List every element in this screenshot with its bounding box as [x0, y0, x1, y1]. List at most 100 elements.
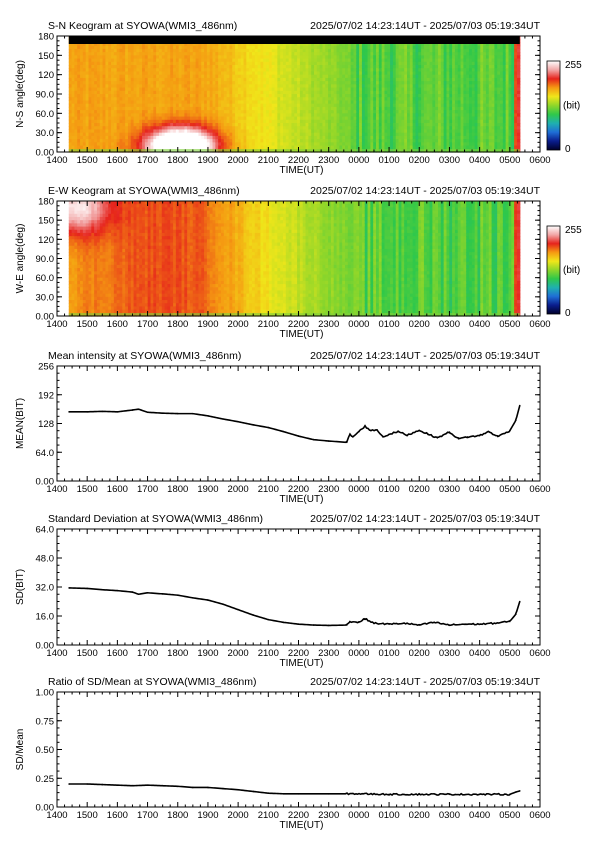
- data-point: [433, 621, 436, 624]
- y-tick-label: 150: [38, 51, 54, 62]
- x-tick-label: 0100: [378, 319, 399, 330]
- y-tick-label: 64.0: [36, 525, 55, 536]
- x-tick-label: 1400: [46, 648, 67, 659]
- y-tick-label: 30.0: [36, 128, 55, 139]
- x-tick-label: 1500: [77, 155, 98, 166]
- y-tick-label: 0.00: [36, 477, 55, 488]
- data-point: [478, 434, 481, 437]
- series-line: [69, 405, 521, 444]
- x-tick-label: 2200: [288, 155, 309, 166]
- x-tick-label: 2200: [288, 648, 309, 659]
- y-tick-label: 90.0: [36, 90, 55, 101]
- data-point: [131, 409, 134, 411]
- y-tick-label: 90.0: [36, 254, 55, 265]
- data-point: [68, 783, 70, 785]
- colorbar: 255 (bit) 0: [546, 225, 582, 319]
- x-tick-label: 1700: [137, 155, 158, 166]
- x-tick-label: 0500: [499, 319, 520, 330]
- y-axis-label: W-E angle(deg): [15, 224, 26, 294]
- data-point: [463, 623, 466, 625]
- x-tick-label: 2100: [258, 155, 279, 166]
- data-point: [267, 618, 270, 621]
- x-tick-label: 2100: [258, 648, 279, 659]
- x-tick-label: 0500: [499, 810, 520, 821]
- x-tick-label: 0600: [529, 155, 550, 166]
- data-point: [418, 624, 421, 626]
- y-tick-label: 120: [38, 70, 54, 81]
- panel-title: S-N Keogram at SYOWA(WMI3_486nm): [48, 20, 237, 32]
- data-point: [101, 410, 104, 413]
- x-tick-label: 1800: [167, 810, 188, 821]
- data-point: [131, 591, 134, 593]
- x-tick-label: 1900: [197, 648, 218, 659]
- data-point: [418, 429, 421, 432]
- data-point: [161, 412, 164, 414]
- x-tick-label: 0500: [499, 648, 520, 659]
- data-point: [192, 786, 194, 789]
- x-tick-label: 0100: [378, 484, 399, 495]
- x-tick-label: 1500: [77, 648, 98, 659]
- data-point: [297, 792, 300, 795]
- x-tick-label: 2200: [288, 484, 309, 495]
- data-point: [146, 592, 149, 594]
- panel-title: E-W Keogram at SYOWA(WMI3_486nm): [48, 185, 240, 197]
- data-point: [370, 429, 372, 432]
- data-point: [161, 784, 164, 787]
- y-tick-label: 0.75: [36, 716, 55, 727]
- data-point: [207, 415, 209, 417]
- x-tick-label: 2100: [258, 484, 279, 495]
- data-point: [448, 624, 451, 626]
- y-tick-label: 16.0: [36, 612, 55, 623]
- data-point: [478, 793, 481, 796]
- x-axis-label: TIME(UT): [280, 494, 324, 505]
- x-tick-label: 0300: [439, 810, 460, 821]
- data-point: [116, 411, 119, 413]
- panel-title: Ratio of SD/Mean at SYOWA(WMI3_486nm): [48, 676, 257, 688]
- x-tick-label: 2300: [318, 810, 339, 821]
- keogram-top-band: [68, 36, 520, 44]
- x-tick-label: 1900: [197, 484, 218, 495]
- x-tick-label: 1400: [46, 319, 67, 330]
- x-tick-label: 1500: [77, 810, 98, 821]
- data-point: [222, 787, 224, 790]
- y-tick-label: 30.0: [36, 292, 55, 303]
- y-axis-label: MEAN(BIT): [15, 398, 26, 449]
- x-tick-label: 0400: [469, 484, 490, 495]
- data-point: [86, 587, 88, 590]
- x-tick-label: 1900: [197, 810, 218, 821]
- chart-panel-3: 0.00 64.0 128 192 256 1400 1500 1600 1700 1800 190…: [15, 350, 551, 505]
- data-point: [282, 430, 285, 433]
- y-axis-label: N-S angle(deg): [15, 60, 26, 128]
- x-tick-label: 0400: [469, 319, 490, 330]
- data-point: [358, 621, 360, 624]
- x-tick-label: 2300: [318, 484, 339, 495]
- x-tick-label: 2100: [258, 810, 279, 821]
- data-point: [376, 428, 378, 431]
- data-point: [101, 588, 104, 591]
- x-tick-label: 0600: [529, 319, 550, 330]
- data-point: [137, 408, 140, 410]
- colorbar-max-label: 255: [565, 60, 582, 71]
- colorbar-min-label: 0: [565, 308, 571, 319]
- x-tick-label: 1600: [107, 648, 128, 659]
- x-tick-label: 0000: [348, 648, 369, 659]
- keogram-bottom-band: [68, 313, 520, 316]
- panel-time-range: 2025/07/02 14:23:14UT - 2025/07/03 05:19…: [310, 185, 540, 197]
- x-tick-label: 0300: [439, 155, 460, 166]
- y-tick-label: 48.0: [36, 554, 55, 565]
- data-point: [349, 620, 351, 623]
- x-tick-label: 0500: [499, 484, 520, 495]
- x-tick-label: 1400: [46, 810, 67, 821]
- data-point: [388, 433, 390, 436]
- x-tick-label: 1700: [137, 484, 158, 495]
- x-tick-label: 0600: [529, 648, 550, 659]
- data-point: [466, 436, 469, 438]
- data-point: [146, 784, 149, 786]
- data-point: [515, 791, 517, 793]
- colorbar-max-label: 255: [565, 225, 582, 236]
- panel-title: Mean intensity at SYOWA(WMI3_486nm): [48, 350, 241, 362]
- data-point: [509, 793, 511, 796]
- data-point: [207, 786, 209, 789]
- colorbar-unit-label: (bit): [563, 101, 580, 112]
